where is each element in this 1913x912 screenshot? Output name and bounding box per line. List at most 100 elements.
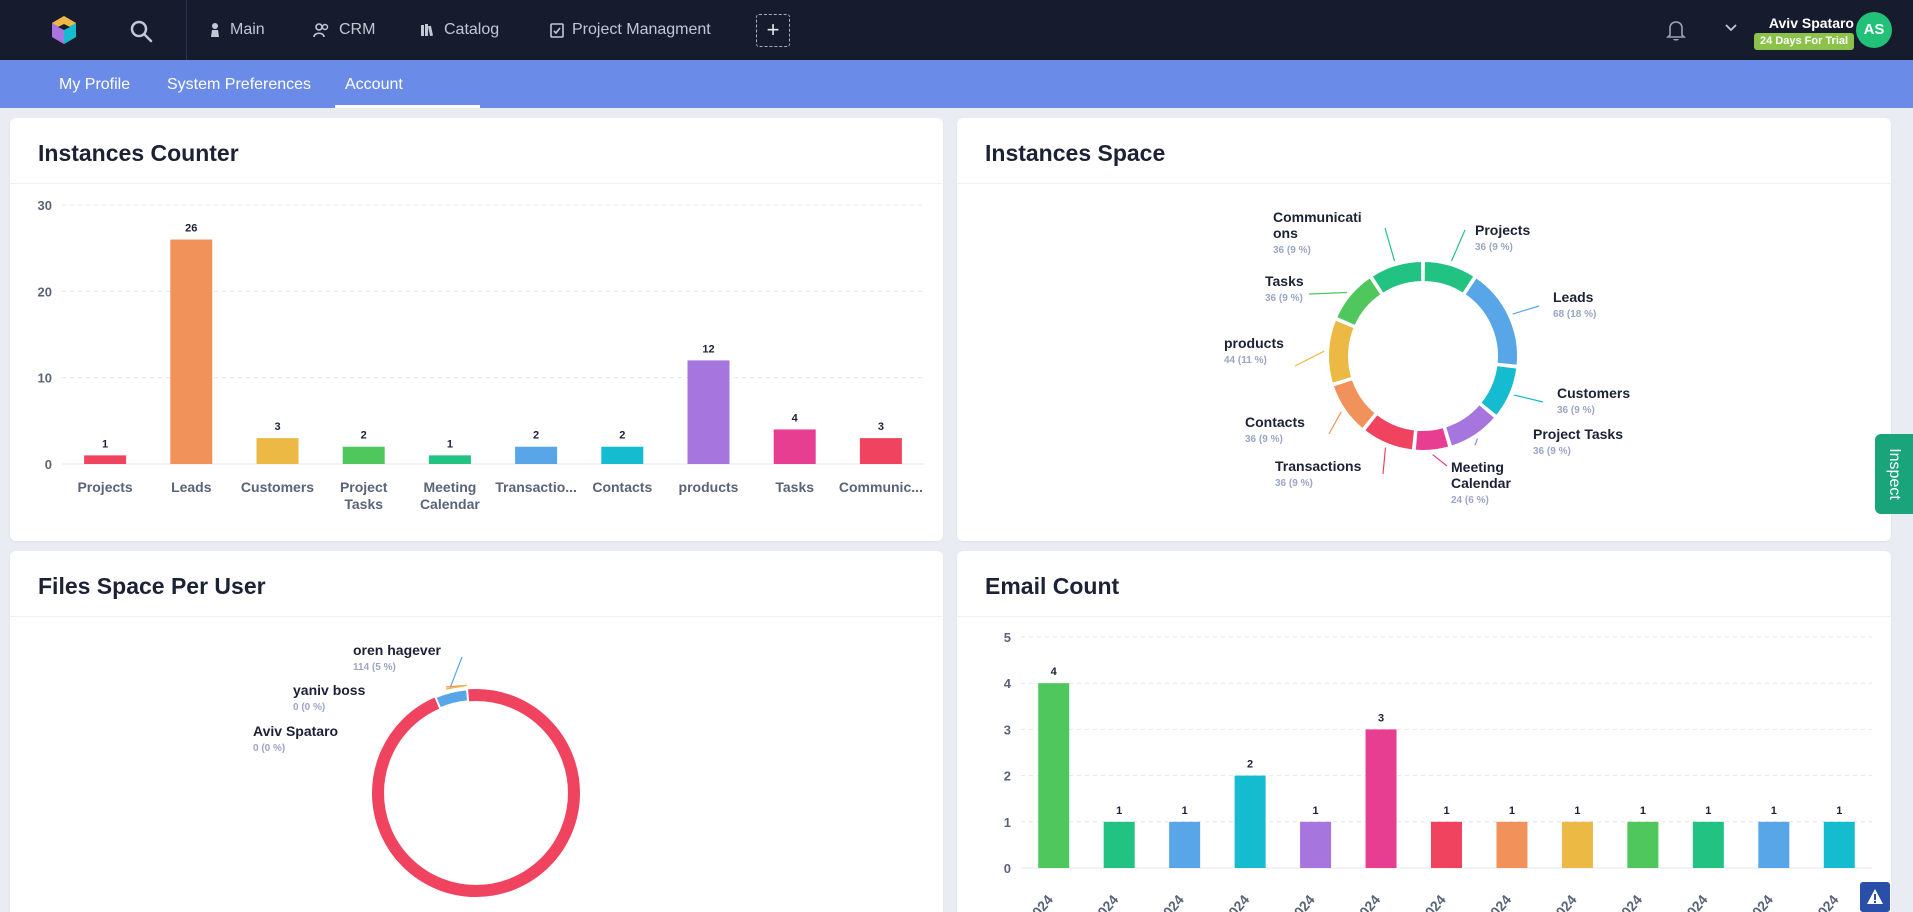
x-tick-label: Project Tasks [340, 479, 388, 512]
x-tick-label: /2024 [1610, 891, 1645, 912]
slice-label: Leads [1553, 289, 1594, 305]
card-title: Instances Space [985, 140, 1166, 166]
slice-label: yaniv boss [293, 682, 366, 698]
leader-line [445, 684, 467, 690]
bar-value-label: 1 [1116, 805, 1122, 817]
slice-label: products [1224, 335, 1284, 351]
card-title: Files Space Per User [38, 573, 266, 599]
slice-label: Communicati ons [1273, 209, 1362, 241]
slice-value-label: 36 (9 %) [1245, 434, 1283, 445]
bar-value-label: 1 [1705, 805, 1711, 817]
chevron-down-icon[interactable] [1722, 18, 1740, 36]
email-count-card: Email Count 0 1 2 3 4 5 4/2024 1/2024 1/2024 2/20… [957, 551, 1891, 912]
leader-line [1432, 454, 1448, 467]
leader-line [449, 656, 463, 689]
y-tick-label: 0 [45, 457, 52, 472]
inspect-label: Inspect [1886, 448, 1903, 500]
bar [342, 446, 385, 464]
slice-value-label: 36 (9 %) [1557, 405, 1595, 416]
x-tick-label: /2024 [1021, 891, 1056, 912]
slice-label: oren hagever [353, 642, 441, 658]
search-icon[interactable] [128, 18, 154, 44]
users-icon [313, 23, 329, 38]
bar [687, 360, 730, 464]
app-logo[interactable] [48, 14, 80, 46]
x-tick-label: /2024 [1283, 891, 1318, 912]
nav-main[interactable]: Main [208, 18, 265, 42]
slice-label: Aviv Spataro [253, 723, 338, 739]
donut-slice [434, 688, 470, 710]
bar [84, 455, 127, 464]
y-tick-label: 20 [38, 284, 52, 299]
tab-account-statistics[interactable]: Account Statistics [335, 60, 480, 143]
y-tick-label: 0 [1004, 861, 1011, 876]
slice-label: Contacts [1245, 414, 1305, 430]
donut-slice [1422, 259, 1476, 296]
donut-slice [1443, 402, 1497, 448]
warning-icon[interactable] [1860, 882, 1890, 912]
slice-label: Projects [1475, 222, 1530, 238]
bar [1627, 821, 1659, 868]
x-tick-label: Meeting Calendar [420, 479, 480, 512]
leader-line [1450, 229, 1466, 262]
slice-value-label: 36 (9 %) [1533, 446, 1571, 457]
bar [601, 446, 644, 464]
leader-line [1328, 411, 1342, 435]
bell-icon[interactable] [1664, 18, 1688, 42]
bar-value-label: 4 [792, 412, 799, 424]
donut-slice [1362, 412, 1417, 452]
nav-catalog[interactable]: Catalog [420, 18, 499, 42]
instances-counter-chart: 0 10 20 30 1 Projects 26 Leads 3 Customers 2 Projec… [38, 198, 924, 512]
donut-slice [1327, 318, 1357, 386]
y-tick-label: 5 [1004, 630, 1011, 645]
leader-line [1294, 350, 1325, 367]
bar-value-label: 1 [1509, 805, 1515, 817]
bar-value-label: 2 [1247, 759, 1253, 771]
donut-remainder [372, 689, 580, 897]
nav-main-label: Main [230, 21, 265, 38]
x-tick-label: /2024 [1676, 891, 1711, 912]
y-tick-label: 4 [1004, 676, 1012, 691]
bar [1365, 729, 1397, 868]
donut-slice [1331, 377, 1378, 431]
slice-label: Project Tasks [1533, 426, 1623, 442]
tab-my-profile[interactable]: My Profile [59, 76, 131, 93]
bar-value-label: 1 [1443, 805, 1449, 817]
y-tick-label: 2 [1004, 769, 1011, 784]
bar-value-label: 1 [1640, 805, 1646, 817]
bar-value-label: 1 [102, 438, 108, 450]
avatar[interactable]: AS [1856, 12, 1892, 48]
leader-line [1308, 291, 1348, 295]
inspect-button[interactable]: Inspect [1875, 434, 1913, 514]
nav-crm[interactable]: CRM [313, 18, 375, 42]
bar-value-label: 3 [1378, 712, 1384, 724]
donut-slice [1478, 363, 1519, 418]
bar-value-label: 1 [1836, 805, 1842, 817]
tab-system-preferences[interactable]: System Preferences [167, 76, 312, 93]
x-tick-label: /2024 [1545, 891, 1580, 912]
add-button[interactable]: + [756, 14, 790, 47]
x-tick-label: Customers [241, 479, 314, 495]
leader-line [1474, 438, 1479, 446]
bar [1103, 821, 1135, 868]
x-tick-label: /2024 [1087, 891, 1122, 912]
bar [1169, 821, 1201, 868]
y-tick-label: 30 [38, 198, 52, 213]
x-tick-label: products [679, 479, 739, 495]
bar-value-label: 2 [619, 430, 625, 442]
email-count-chart: 0 1 2 3 4 5 4/2024 1/2024 1/2024 2/2024 1/2024 3/20… [1004, 630, 1872, 912]
y-tick-label: 1 [1004, 815, 1011, 830]
user-name[interactable]: Aviv Spataro [1768, 15, 1854, 31]
bar [1431, 821, 1462, 868]
instances-space-card: Instances Space Projects 36 (9 %) Leads 68 … [957, 118, 1891, 541]
slice-label: Transactions [1275, 458, 1362, 474]
bar-value-label: 3 [274, 421, 280, 433]
slice-value-label: 36 (9 %) [1475, 242, 1513, 253]
bar [170, 239, 213, 464]
slice-value-label: 0 (0 %) [253, 743, 285, 754]
nav-project-managment[interactable]: Project Managment [550, 18, 711, 42]
nav-divider [186, 0, 187, 60]
slice-value-label: 0 (0 %) [293, 702, 325, 713]
card-title: Email Count [985, 573, 1120, 599]
settings-tabbar: My Profile System Preferences Account St… [0, 60, 1913, 143]
